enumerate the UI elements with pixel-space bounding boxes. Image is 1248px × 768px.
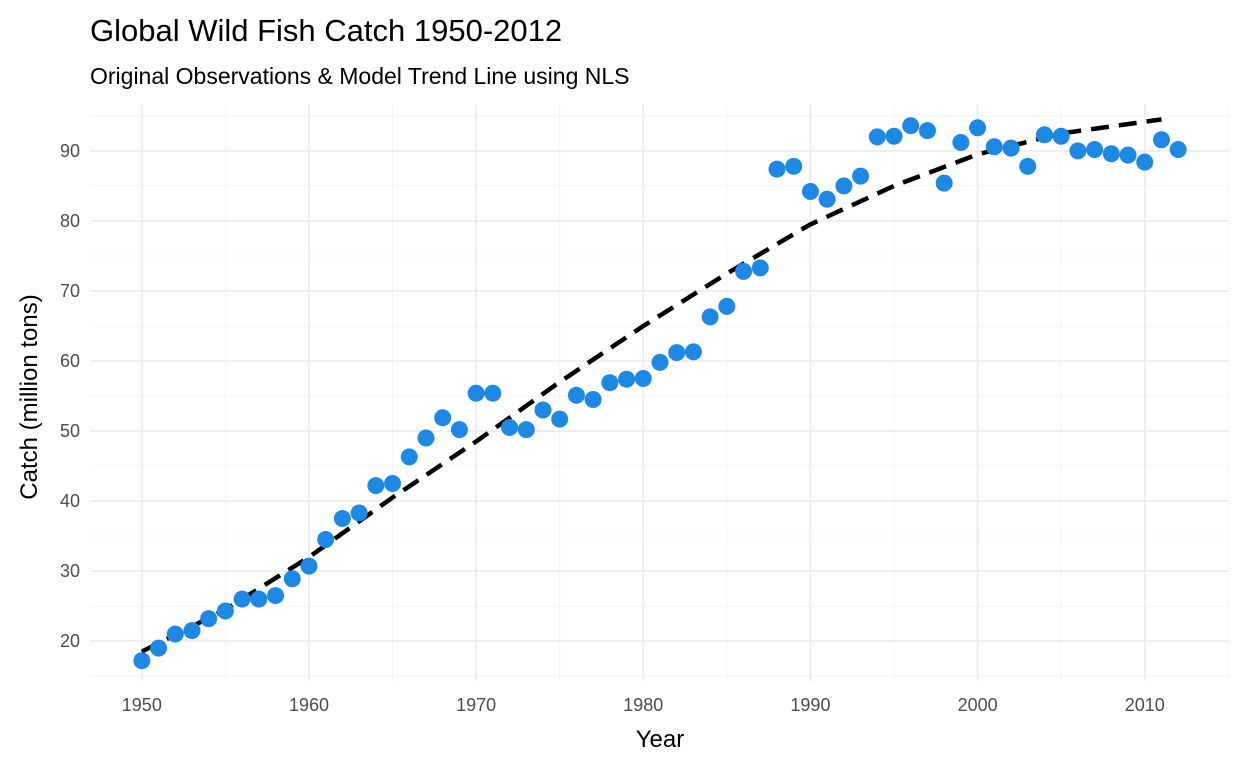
x-tick-labels: 1950 1960 1970 1980 1990 2000 2010: [122, 695, 1165, 715]
data-point: [250, 590, 268, 608]
data-point: [484, 384, 502, 402]
data-point: [567, 386, 585, 404]
data-point: [501, 419, 519, 437]
data-point: [1002, 139, 1020, 157]
data-point: [133, 652, 151, 670]
x-axis-title: Year: [636, 726, 685, 753]
data-point: [852, 167, 870, 185]
data-point: [150, 639, 168, 657]
data-point: [333, 510, 351, 528]
data-point: [534, 401, 552, 419]
data-point: [216, 602, 234, 620]
data-point: [801, 183, 819, 201]
y-tick-label: 40: [60, 491, 80, 511]
data-point: [1035, 126, 1053, 144]
data-point: [450, 421, 468, 439]
data-point: [668, 344, 686, 362]
data-point: [551, 410, 569, 428]
x-tick-label: 1950: [122, 695, 162, 715]
data-point: [935, 174, 953, 192]
y-tick-label: 90: [60, 141, 80, 161]
data-point: [1152, 131, 1170, 149]
data-point: [835, 177, 853, 195]
data-point: [751, 259, 769, 277]
chart-title: Global Wild Fish Catch 1950-2012: [90, 13, 562, 48]
data-point: [384, 475, 402, 493]
chart-subtitle: Original Observations & Model Trend Line…: [90, 63, 630, 89]
data-point: [434, 409, 452, 427]
data-point: [517, 421, 535, 439]
data-point: [1086, 141, 1104, 159]
data-point: [718, 297, 736, 315]
data-point: [584, 391, 602, 409]
data-point: [651, 353, 669, 371]
data-point: [818, 190, 836, 208]
data-point: [417, 429, 435, 447]
data-point: [1019, 157, 1037, 175]
data-point: [300, 557, 318, 575]
data-point: [701, 308, 719, 326]
data-point: [684, 343, 702, 361]
data-point: [735, 262, 753, 280]
y-tick-label: 70: [60, 281, 80, 301]
data-point: [1169, 141, 1187, 159]
x-tick-label: 1980: [623, 695, 663, 715]
data-point: [885, 127, 903, 145]
y-tick-label: 80: [60, 211, 80, 231]
x-tick-label: 2010: [1125, 695, 1165, 715]
x-tick-label: 1960: [289, 695, 329, 715]
data-point: [785, 157, 803, 175]
data-point: [601, 374, 619, 392]
y-tick-labels: 20 30 40 50 60 70 80 90: [60, 141, 80, 651]
y-tick-label: 30: [60, 561, 80, 581]
data-point: [400, 448, 418, 466]
grid: [90, 104, 1230, 681]
y-tick-label: 50: [60, 421, 80, 441]
data-point: [183, 622, 201, 640]
data-point: [1136, 153, 1154, 171]
x-tick-label: 2000: [958, 695, 998, 715]
trend-line: [140, 117, 1162, 654]
points-layer: [133, 117, 1187, 670]
x-tick-label: 1990: [790, 695, 830, 715]
data-point: [918, 122, 936, 140]
data-point: [367, 477, 385, 495]
data-point: [985, 138, 1003, 156]
data-point: [200, 610, 218, 628]
data-point: [768, 160, 786, 178]
data-point: [1119, 146, 1137, 164]
data-point: [868, 128, 886, 146]
data-point: [317, 531, 335, 549]
trend-line-layer: [140, 117, 1162, 654]
data-point: [1102, 145, 1120, 163]
x-tick-label: 1970: [456, 695, 496, 715]
y-tick-label: 20: [60, 631, 80, 651]
data-point: [1069, 142, 1087, 160]
data-point: [618, 370, 636, 388]
data-point: [952, 134, 970, 152]
data-point: [969, 119, 987, 137]
data-point: [634, 369, 652, 387]
data-point: [467, 384, 485, 402]
y-tick-label: 60: [60, 351, 80, 371]
data-point: [350, 504, 368, 522]
data-point: [902, 117, 920, 135]
data-point: [267, 587, 285, 605]
data-point: [233, 590, 251, 608]
y-axis-title: Catch (million tons): [16, 294, 43, 499]
data-point: [166, 625, 184, 643]
data-point: [1052, 127, 1070, 145]
data-point: [283, 570, 301, 588]
